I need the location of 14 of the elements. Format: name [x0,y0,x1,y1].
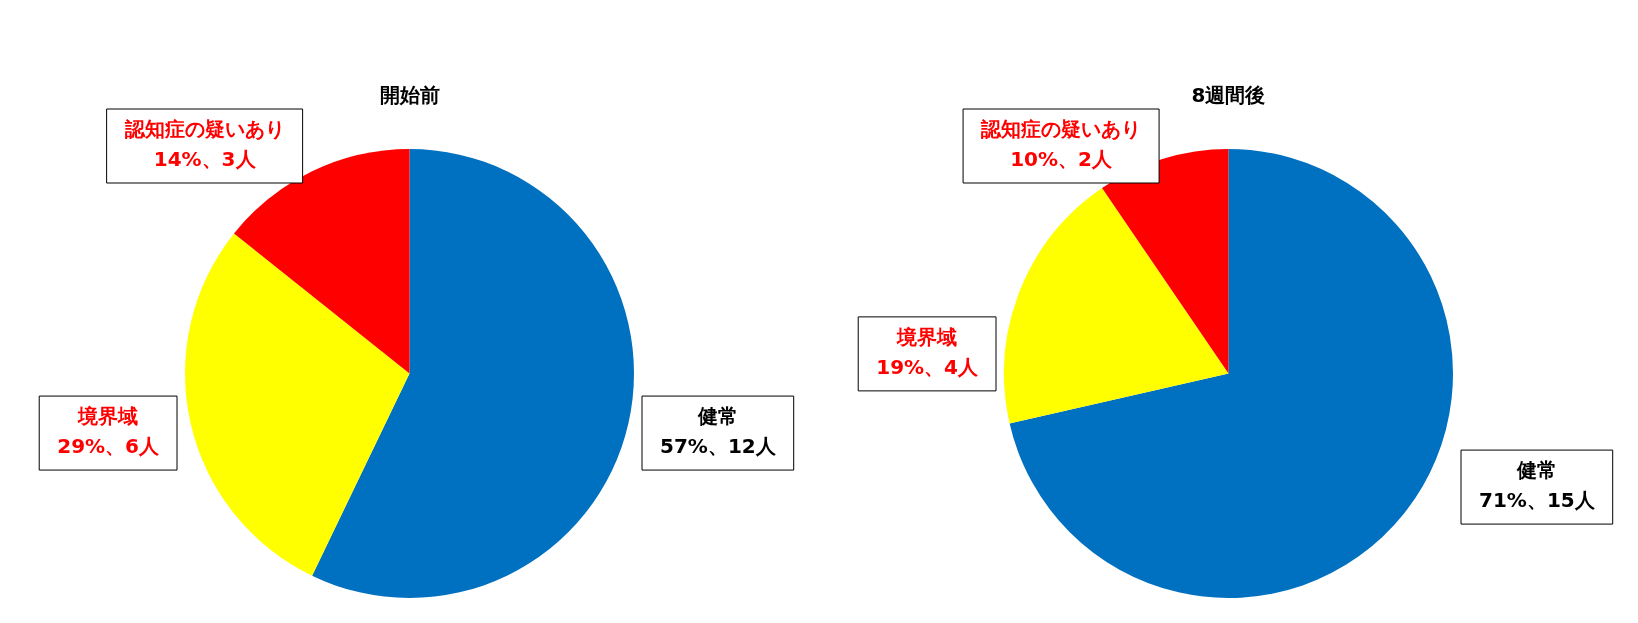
slice-label: 認知症の疑いあり [980,117,1142,142]
slice-label: 境界域 [896,325,958,350]
data-label: 19%、4人 [876,355,979,380]
slice-label: 健常 [1515,458,1557,483]
slice-label: 境界域 [77,404,139,429]
data-label: 71%、15人 [1479,488,1596,513]
chart-title: 開始前 [379,83,440,108]
slice-label: 健常 [696,404,738,429]
data-label: 14%、3人 [153,147,257,172]
chart-title: 8週間後 [1191,83,1266,108]
data-label: 57%、12人 [660,434,777,459]
data-label: 29%、6人 [57,434,160,459]
slice-label: 認知症の疑いあり [123,117,285,142]
data-label: 10%、2人 [1010,147,1113,172]
